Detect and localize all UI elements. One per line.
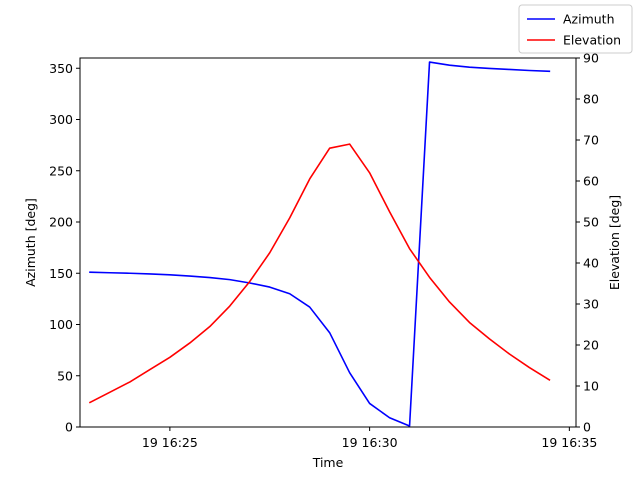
- left-y-tick-label: 300: [49, 112, 73, 127]
- right-y-axis-title: Elevation [deg]: [607, 195, 622, 290]
- right-y-tick-label: 60: [583, 174, 599, 189]
- series-line-elevation: [88, 143, 551, 404]
- left-y-tick-label: 50: [57, 368, 73, 383]
- right-y-tick-label: 70: [583, 133, 599, 148]
- x-axis-title: Time: [312, 455, 344, 470]
- x-tick-label: 19 16:30: [342, 435, 398, 450]
- plot-frame: [79, 57, 577, 428]
- left-y-tick-label: 0: [65, 420, 73, 435]
- right-y-tick-label: 30: [583, 297, 599, 312]
- x-axis: 19 16:25 19 16:30 19 16:35: [142, 427, 597, 450]
- right-y-tick-label: 20: [583, 338, 599, 353]
- left-y-axis-title: Azimuth [deg]: [23, 198, 38, 287]
- right-y-axis: 0 10 20 30 40 50 60 70 80 90: [576, 51, 599, 435]
- right-y-tick-label: 40: [583, 256, 599, 271]
- right-y-tick-label: 10: [583, 379, 599, 394]
- x-tick-label: 19 16:25: [142, 435, 198, 450]
- left-y-tick-label: 100: [49, 317, 73, 332]
- left-y-tick-label: 200: [49, 215, 73, 230]
- left-y-axis: 0 50 100 150 200 250 300 350: [49, 61, 80, 435]
- legend-label-azimuth: Azimuth: [563, 12, 615, 27]
- left-y-tick-label: 350: [49, 61, 73, 76]
- series-line-azimuth: [89, 61, 551, 427]
- right-y-tick-label: 0: [583, 420, 591, 435]
- left-y-tick-label: 250: [49, 163, 73, 178]
- right-y-tick-label: 80: [583, 92, 599, 107]
- legend: Azimuth Elevation: [518, 4, 633, 54]
- legend-box: [518, 4, 633, 54]
- right-y-tick-label: 50: [583, 215, 599, 230]
- left-y-tick-label: 150: [49, 266, 73, 281]
- legend-label-elevation: Elevation: [563, 33, 621, 48]
- right-y-tick-label: 90: [583, 51, 599, 66]
- x-tick-label: 19 16:35: [541, 435, 597, 450]
